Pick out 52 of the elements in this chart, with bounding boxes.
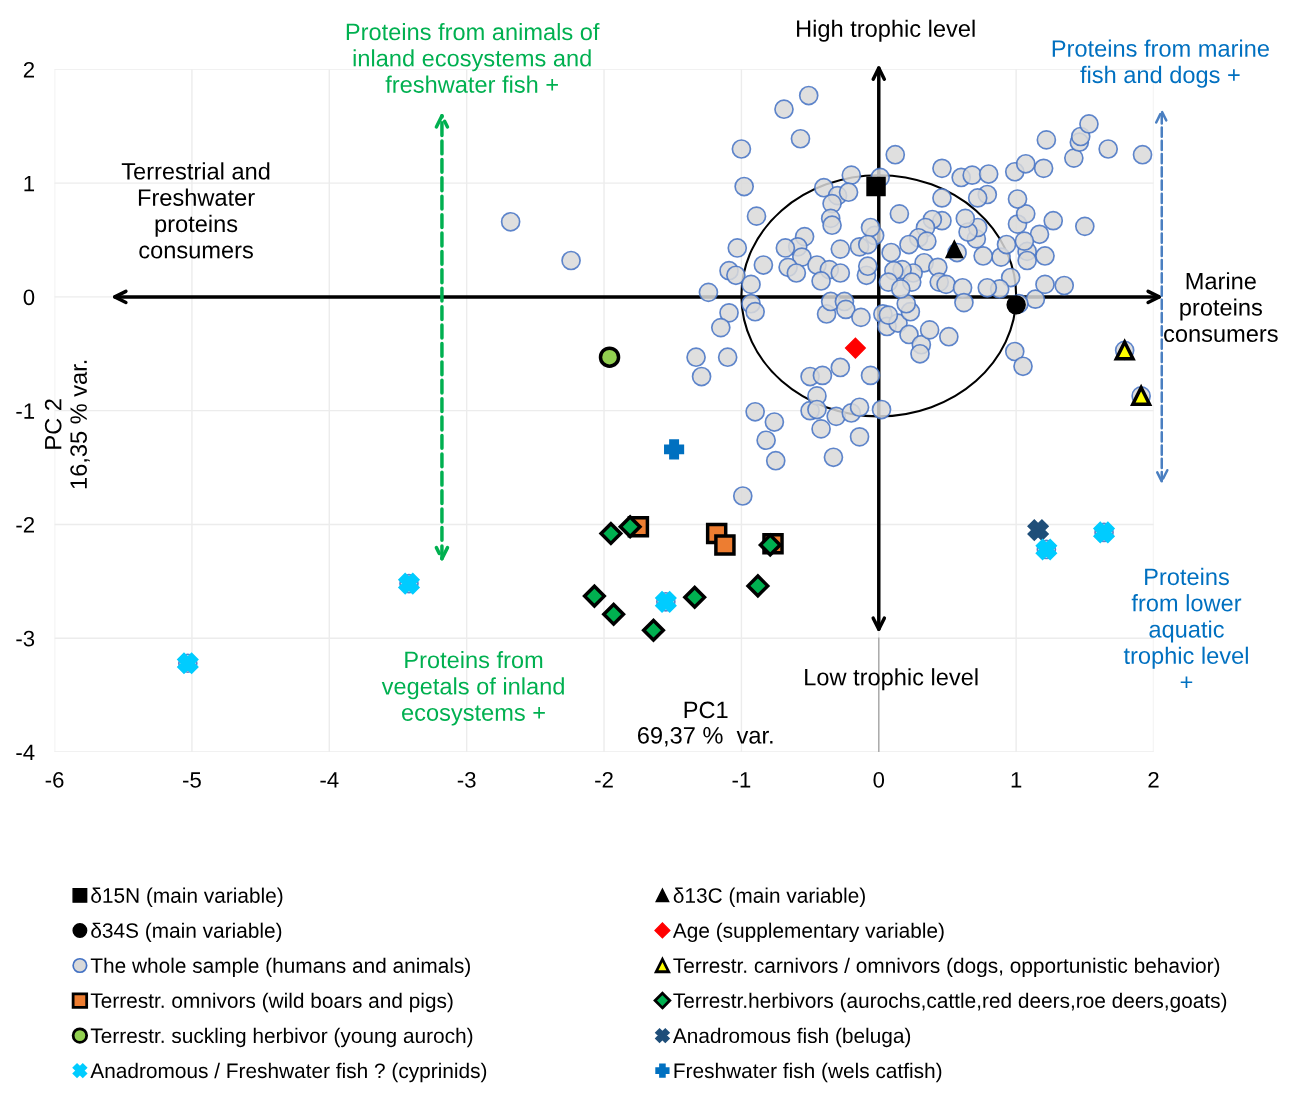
- y-tick-label: 2: [23, 61, 34, 78]
- y-tick-label: 0: [23, 289, 35, 306]
- x-axis-title: PC1 69,37 % var.: [637, 701, 773, 747]
- legend-label: Freshwater fish (wels catfish): [674, 1062, 942, 1083]
- legend-label: δ13C (main variable): [673, 887, 865, 908]
- point: [844, 337, 866, 359]
- legend-label: Anadromous fish (beluga): [672, 1027, 911, 1048]
- y-tick-label: -3: [16, 630, 35, 647]
- point: [714, 534, 736, 556]
- x-tick-label: -2: [595, 772, 613, 788]
- legend-label: Anadromous / Freshwater fish ? (cyprinids): [90, 1062, 487, 1083]
- x-tick-label: -4: [320, 772, 339, 788]
- y-tick-label: -2: [16, 516, 34, 533]
- legend-label: Age (supplementary variable): [672, 922, 944, 943]
- point: [866, 176, 886, 197]
- point: [1028, 520, 1049, 541]
- legend-label: Terrestr. omnivors (wild boars and pigs): [90, 992, 453, 1013]
- annotation: Low trophic level: [805, 668, 978, 691]
- legend-label: The whole sample (humans and animals): [90, 957, 470, 978]
- legend-label: Terrestr. suckling herbivor (young auroch): [90, 1027, 473, 1048]
- annotation: Proteins from vegetals of inland ecosystems +: [381, 650, 564, 726]
- legend-label: δ15N (main variable): [91, 887, 283, 908]
- annotation: Proteins from animals of inland ecosystems and freshwater fish +: [346, 22, 600, 93]
- x-tick-label: -5: [183, 772, 201, 788]
- annotation: Proteins from lower aquatic trophic level +: [1123, 567, 1248, 688]
- text: High trophic level: [797, 19, 975, 42]
- x-tick-label: 2: [1148, 772, 1159, 788]
- point: [641, 618, 666, 642]
- point: [945, 240, 964, 259]
- y-tick-label: -1: [16, 403, 35, 419]
- y-tick-label: -4: [16, 744, 35, 761]
- x-tick-label: 0: [873, 772, 885, 788]
- legend-label: δ34S (main variable): [91, 922, 282, 943]
- point: [598, 346, 621, 368]
- y-tick-label: 1: [24, 175, 35, 192]
- point: [618, 515, 642, 539]
- y-axis-title: PC 2 16,35 % var.: [44, 360, 90, 489]
- point: [664, 439, 685, 460]
- legend-label: Terrestr. carnivors / omnivors (dogs, opportunistic behavior): [673, 957, 1220, 978]
- point: [599, 521, 623, 546]
- x-tick-label: -6: [45, 772, 64, 788]
- legend-label: Terrestr.herbivors (aurochs,cattle,red deers,roe deers,goats): [673, 992, 1227, 1013]
- x-tick-label: -1: [732, 772, 751, 788]
- annotation: Terrestrial and Freshwater proteins consumers: [121, 162, 270, 259]
- x-tick-label: -3: [457, 772, 476, 788]
- point: [683, 585, 707, 609]
- point: [602, 602, 626, 626]
- x-tick-label: 1: [1011, 772, 1022, 788]
- point: [582, 584, 606, 608]
- annotation: Proteins from marine fish and dogs +: [1052, 39, 1269, 88]
- text: Marine proteins consumers: [1164, 272, 1278, 343]
- point: [746, 574, 770, 598]
